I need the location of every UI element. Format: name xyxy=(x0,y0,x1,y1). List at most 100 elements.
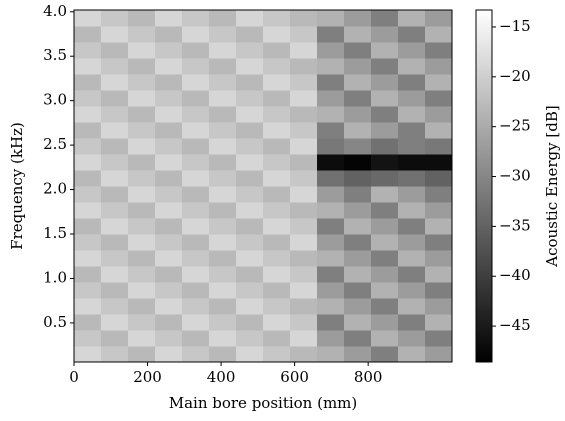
heatmap-cell xyxy=(128,58,156,75)
colorbar xyxy=(475,9,493,363)
heatmap-cell xyxy=(208,170,237,187)
heatmap-cell xyxy=(74,26,102,43)
heatmap-cell xyxy=(397,186,426,203)
heatmap-cell xyxy=(425,186,453,203)
heatmap-cell xyxy=(181,154,210,171)
heatmap-cell xyxy=(74,90,102,107)
heatmap-cell xyxy=(370,26,399,43)
heatmap-cell xyxy=(208,74,237,91)
heatmap-cell xyxy=(289,330,318,347)
heatmap-cell xyxy=(289,42,318,59)
colorbar-tick-label: −25 xyxy=(499,117,531,135)
heatmap-cell xyxy=(236,250,264,267)
x-tick-label: 800 xyxy=(354,368,383,386)
heatmap-cell xyxy=(208,90,237,107)
heatmap-cell xyxy=(236,90,264,107)
heatmap-cell xyxy=(289,266,318,283)
heatmap-cell xyxy=(128,314,156,331)
heatmap-cell xyxy=(155,346,183,363)
heatmap-cell xyxy=(236,202,264,219)
heatmap-cell xyxy=(344,122,372,139)
heatmap-cell xyxy=(181,250,210,267)
heatmap-cell xyxy=(100,330,129,347)
colorbar-tick-label: −30 xyxy=(499,167,531,185)
heatmap-cell xyxy=(317,58,345,75)
heatmap-cell xyxy=(236,234,264,251)
heatmap-cell xyxy=(289,250,318,267)
heatmap-cell xyxy=(100,186,129,203)
colorbar-tick-label: −15 xyxy=(499,17,531,35)
heatmap-cell xyxy=(344,218,372,235)
heatmap-cell xyxy=(181,298,210,315)
heatmap-cell xyxy=(425,74,453,91)
heatmap-cell xyxy=(425,330,453,347)
heatmap-cell xyxy=(74,234,102,251)
heatmap-cell xyxy=(289,154,318,171)
heatmap-cell xyxy=(397,106,426,123)
heatmap-cell xyxy=(74,106,102,123)
heatmap-cell xyxy=(100,26,129,43)
heatmap-cell xyxy=(155,42,183,59)
heatmap-cell xyxy=(289,314,318,331)
heatmap-cell xyxy=(370,346,399,363)
heatmap-cell xyxy=(74,170,102,187)
heatmap-cell xyxy=(317,106,345,123)
heatmap-cell xyxy=(425,202,453,219)
heatmap-cell xyxy=(236,74,264,91)
heatmap-cell xyxy=(181,74,210,91)
heatmap-cell xyxy=(289,186,318,203)
heatmap-cell xyxy=(208,314,237,331)
heatmap-cell xyxy=(208,26,237,43)
heatmap-cell xyxy=(100,10,129,27)
heatmap-cell xyxy=(397,74,426,91)
heatmap-cell xyxy=(397,154,426,171)
heatmap-cell xyxy=(128,74,156,91)
heatmap-cell xyxy=(370,10,399,27)
heatmap-cell xyxy=(370,282,399,299)
heatmap-cell xyxy=(155,74,183,91)
heatmap-cell xyxy=(100,346,129,363)
heatmap-cell xyxy=(317,330,345,347)
heatmap-cell xyxy=(425,106,453,123)
heatmap-cell xyxy=(155,266,183,283)
heatmap-cell xyxy=(425,218,453,235)
heatmap-cell xyxy=(289,106,318,123)
heatmap-cell xyxy=(344,250,372,267)
heatmap-cell xyxy=(74,218,102,235)
heatmap-cell xyxy=(344,202,372,219)
heatmap-cell xyxy=(397,90,426,107)
heatmap-cell xyxy=(155,186,183,203)
heatmap-cell xyxy=(236,314,264,331)
heatmap-cell xyxy=(74,154,102,171)
heatmap-cell xyxy=(425,138,453,155)
heatmap-cell xyxy=(128,218,156,235)
heatmap-cell xyxy=(128,330,156,347)
heatmap-cell xyxy=(100,74,129,91)
heatmap-cell xyxy=(263,42,291,59)
heatmap-cell xyxy=(236,186,264,203)
heatmap-cell xyxy=(236,42,264,59)
heatmap-cell xyxy=(263,10,291,27)
heatmap-cell xyxy=(344,266,372,283)
heatmap-cell xyxy=(208,266,237,283)
heatmap-cell xyxy=(289,122,318,139)
heatmap-cell xyxy=(397,234,426,251)
heatmap-cell xyxy=(74,58,102,75)
heatmap-cell xyxy=(155,218,183,235)
heatmap-cell xyxy=(425,234,453,251)
heatmap-cell xyxy=(100,122,129,139)
heatmap-cell xyxy=(181,234,210,251)
heatmap-cell xyxy=(397,266,426,283)
heatmap-cell xyxy=(181,26,210,43)
heatmap-cell xyxy=(344,42,372,59)
heatmap-cell xyxy=(100,266,129,283)
heatmap-cell xyxy=(344,234,372,251)
heatmap-cell xyxy=(397,314,426,331)
heatmap-cell xyxy=(74,186,102,203)
heatmap-cell xyxy=(317,186,345,203)
heatmap-cell xyxy=(155,58,183,75)
x-tick-label: 600 xyxy=(280,368,309,386)
heatmap-cell xyxy=(425,154,453,171)
heatmap-cell xyxy=(370,314,399,331)
heatmap-cell xyxy=(317,250,345,267)
